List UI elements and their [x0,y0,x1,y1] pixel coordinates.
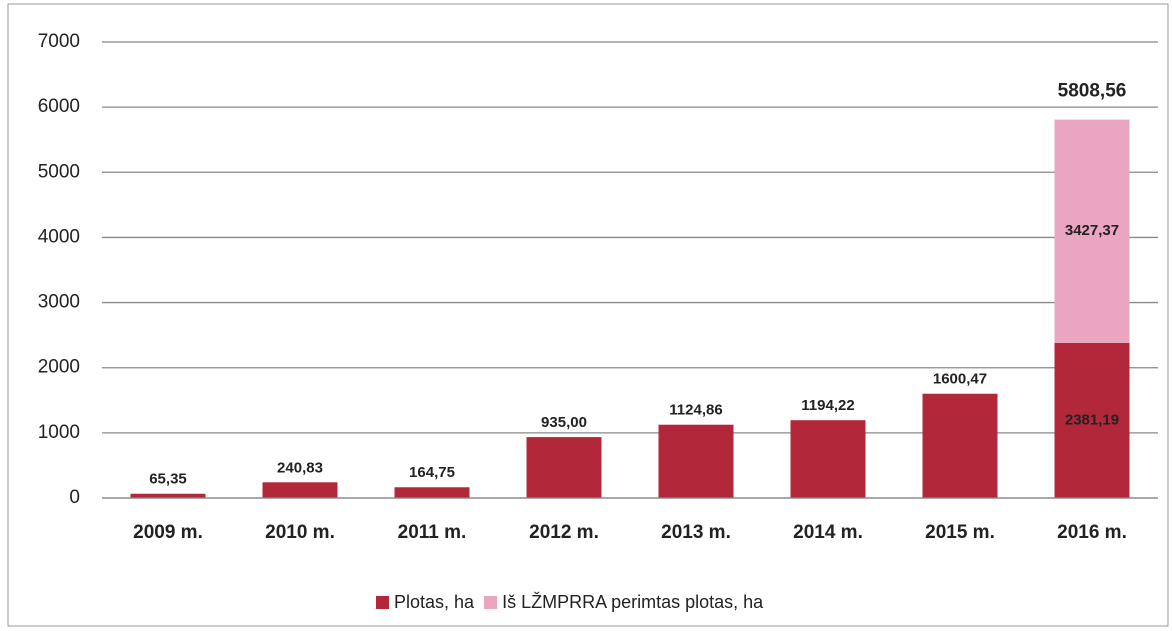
x-tick-label: 2013 m. [661,522,731,543]
legend-swatch [484,596,498,609]
bar-segment [394,487,470,498]
value-label: 1194,22 [801,397,854,414]
x-tick-label: 2010 m. [265,522,335,543]
total-label: 5808,56 [1058,81,1127,102]
bar-segment [130,493,206,498]
bar-segment [1054,119,1130,343]
x-tick-label: 2009 m. [133,522,203,543]
y-tick-label: 6000 [38,96,80,117]
bar-segment [262,482,338,498]
value-label: 935,00 [541,414,587,431]
y-tick-label: 2000 [38,357,80,378]
x-tick-label: 2014 m. [793,522,863,543]
y-tick-label: 4000 [38,226,80,247]
bar-segment [1054,342,1130,498]
y-tick-label: 0 [69,487,80,508]
y-tick-label: 5000 [38,161,80,182]
legend-swatch [376,596,389,609]
value-label: 65,35 [149,471,187,488]
legend-label: Iš LŽMPRRA perimtas plotas, ha [502,592,764,612]
bar-segment [658,424,734,498]
value-label: 1600,47 [933,371,987,388]
y-tick-label: 7000 [38,31,80,52]
value-label: 2381,19 [1065,411,1119,428]
x-tick-label: 2012 m. [529,522,599,543]
value-label: 1124,86 [669,402,722,419]
bar-segment [526,437,602,498]
bar-segment [922,393,998,498]
value-label: 164,75 [409,464,455,481]
x-tick-label: 2011 m. [398,522,467,543]
y-tick-label: 1000 [38,422,80,443]
value-label: 3427,37 [1065,222,1119,239]
y-tick-label: 3000 [38,292,80,313]
bar-segment [790,420,866,498]
x-tick-label: 2016 m. [1057,522,1127,543]
x-tick-label: 2015 m. [925,522,995,543]
value-label: 240,83 [277,459,323,476]
chart-frame [7,3,1169,627]
legend-label: Plotas, ha [394,592,475,612]
